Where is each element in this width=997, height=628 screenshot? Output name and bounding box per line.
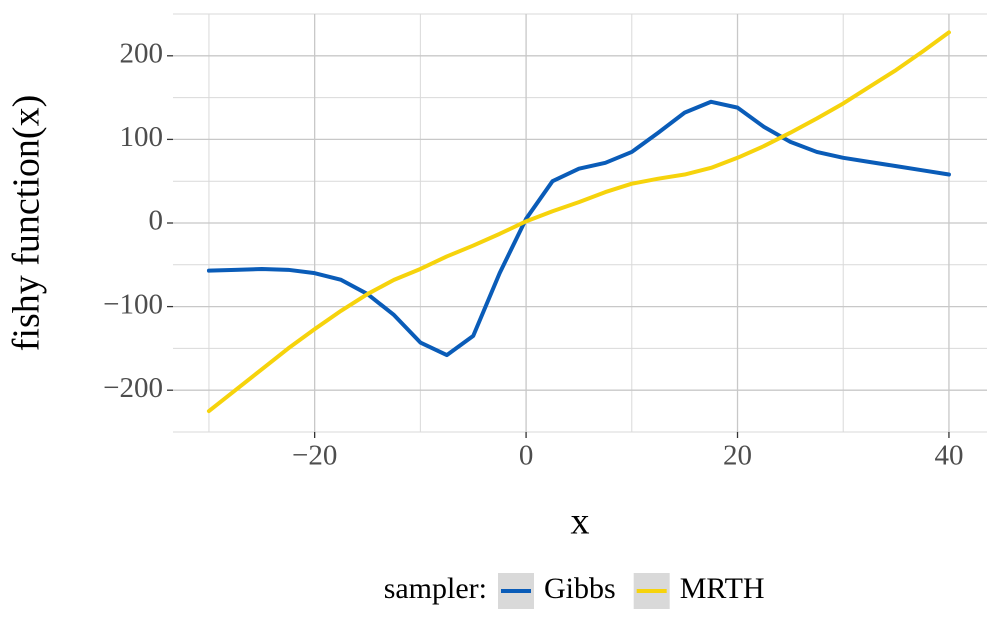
legend-title: sampler: — [384, 572, 487, 605]
y-tick-label: 100 — [120, 121, 164, 153]
x-tick-label: 20 — [723, 440, 752, 472]
legend-label: MRTH — [680, 572, 765, 605]
x-tick-label: 0 — [519, 440, 534, 472]
y-axis-label: fishy function(x) — [6, 95, 48, 351]
line — [206, 30, 951, 414]
y-tick-label: −100 — [103, 288, 163, 320]
line — [206, 99, 951, 358]
legend-label: Gibbs — [544, 572, 616, 605]
y-tick-label: 200 — [120, 37, 164, 69]
x-tick-label: 40 — [934, 440, 963, 472]
y-tick-label: −200 — [103, 372, 163, 404]
x-axis-label: x — [571, 501, 590, 543]
x-tick-label: −20 — [292, 440, 337, 472]
y-tick-label: 0 — [149, 205, 164, 237]
